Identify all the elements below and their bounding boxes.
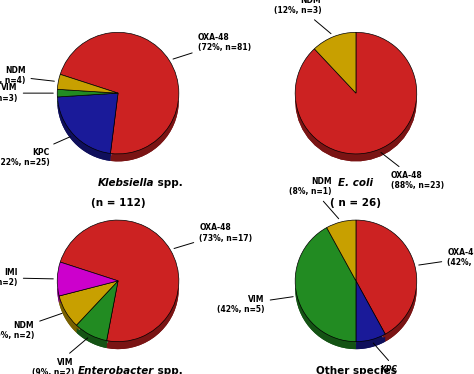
Polygon shape <box>59 298 76 333</box>
Polygon shape <box>107 288 179 349</box>
Text: IMI
(9%, n=2): IMI (9%, n=2) <box>0 268 53 287</box>
Polygon shape <box>385 283 417 341</box>
Text: OXA-48
(72%, n=81): OXA-48 (72%, n=81) <box>173 33 251 59</box>
Wedge shape <box>295 32 417 154</box>
Wedge shape <box>295 228 356 342</box>
Polygon shape <box>110 96 179 162</box>
Text: (n = 112): (n = 112) <box>91 198 146 208</box>
Wedge shape <box>327 220 356 281</box>
Text: Other species: Other species <box>316 366 396 374</box>
Polygon shape <box>76 288 118 348</box>
Text: NDM
(12%, n=3): NDM (12%, n=3) <box>273 0 331 34</box>
Text: OXA-48
(73%, n=17): OXA-48 (73%, n=17) <box>174 223 252 248</box>
Polygon shape <box>76 328 107 348</box>
Polygon shape <box>57 288 118 303</box>
Polygon shape <box>356 288 385 349</box>
Wedge shape <box>59 281 118 325</box>
Polygon shape <box>295 288 356 349</box>
Text: Klebsiella: Klebsiella <box>97 178 154 188</box>
Text: NDM
(8%, n=1): NDM (8%, n=1) <box>289 177 339 219</box>
Text: VIM
(2%, n=3): VIM (2%, n=3) <box>0 83 53 103</box>
Polygon shape <box>356 288 417 341</box>
Polygon shape <box>295 96 417 161</box>
Wedge shape <box>60 32 179 154</box>
Wedge shape <box>314 32 356 93</box>
Text: spp.: spp. <box>154 178 182 188</box>
Polygon shape <box>295 101 417 161</box>
Wedge shape <box>76 281 118 341</box>
Polygon shape <box>57 101 118 104</box>
Polygon shape <box>107 283 179 349</box>
Text: VIM
(9%, n=2): VIM (9%, n=2) <box>31 338 88 374</box>
Text: OXA-48
(42%, n=5): OXA-48 (42%, n=5) <box>419 248 474 267</box>
Polygon shape <box>59 288 118 333</box>
Polygon shape <box>57 101 118 161</box>
Polygon shape <box>57 99 110 161</box>
Text: Enterobacter: Enterobacter <box>77 366 154 374</box>
Text: VIM
(42%, n=5): VIM (42%, n=5) <box>217 295 293 314</box>
Wedge shape <box>57 93 118 153</box>
Wedge shape <box>57 262 118 296</box>
Text: OXA-48
(88%, n=23): OXA-48 (88%, n=23) <box>381 153 444 190</box>
Polygon shape <box>110 101 179 162</box>
Polygon shape <box>57 283 59 303</box>
Text: NDM
(4%, n=4): NDM (4%, n=4) <box>0 66 55 85</box>
Text: KPC
(22%, n=25): KPC (22%, n=25) <box>0 137 70 167</box>
Text: ( n = 26): ( n = 26) <box>330 198 382 208</box>
Wedge shape <box>57 89 118 97</box>
Wedge shape <box>57 74 118 93</box>
Text: KPC
(8%, n=1): KPC (8%, n=1) <box>373 343 423 374</box>
Text: NDM
(9%, n=2): NDM (9%, n=2) <box>0 313 62 340</box>
Wedge shape <box>356 281 385 342</box>
Wedge shape <box>60 220 179 342</box>
Text: E. coli: E. coli <box>338 178 374 188</box>
Text: spp.: spp. <box>154 366 182 374</box>
Polygon shape <box>356 337 385 349</box>
Polygon shape <box>295 283 356 349</box>
Wedge shape <box>356 220 417 334</box>
